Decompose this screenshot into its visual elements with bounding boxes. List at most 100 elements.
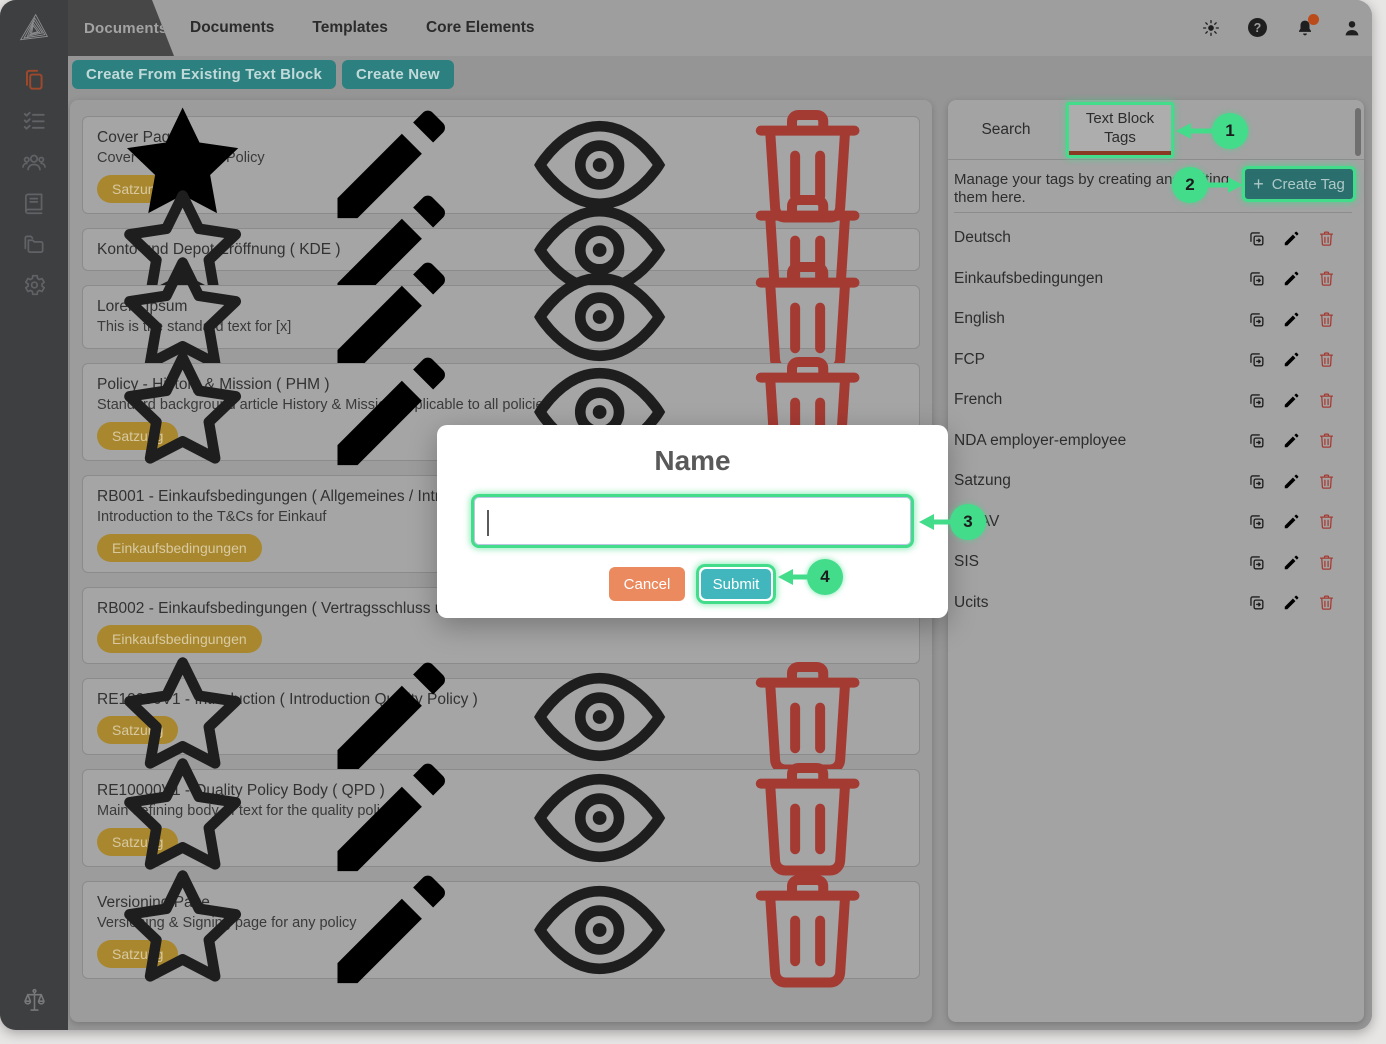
tag-row: Einkaufsbedingungen <box>954 259 1350 300</box>
duplicate-tag-icon[interactable] <box>1247 269 1266 288</box>
card-title: Versioning Page <box>97 894 210 911</box>
edit-tag-pencil-icon[interactable] <box>1282 593 1301 612</box>
create-from-existing-button[interactable]: Create From Existing Text Block <box>72 60 336 89</box>
delete-tag-trash-icon[interactable] <box>1317 431 1336 450</box>
tag-name: Einkaufsbedingungen <box>954 269 1104 287</box>
card-subtitle: Main defining body of text for the quali… <box>97 803 395 819</box>
help-icon[interactable]: ? <box>1248 18 1268 38</box>
delete-tag-trash-icon[interactable] <box>1317 350 1336 369</box>
card-subtitle: Standard background article History & Mi… <box>97 397 551 413</box>
tag-name: SICAV <box>954 513 1247 531</box>
edit-pencil-icon[interactable] <box>291 855 490 1005</box>
duplicate-tag-icon[interactable] <box>1247 229 1266 248</box>
delete-tag-trash-icon[interactable] <box>1317 229 1336 248</box>
tab-search[interactable]: Search <box>981 121 1031 138</box>
delete-tag-trash-icon[interactable] <box>1317 269 1336 288</box>
edit-tag-pencil-icon[interactable] <box>1282 310 1301 329</box>
tag-name: NDA employer-employee <box>954 431 1127 449</box>
sidebar-item-library-icon[interactable] <box>21 190 47 216</box>
delete-tag-trash-icon[interactable] <box>1317 391 1336 410</box>
create-tag-button[interactable]: + Create Tag <box>1242 166 1356 202</box>
text-block-card[interactable]: RE10000V1 - Quality Policy Body ( QPD ) … <box>82 769 920 867</box>
edit-tag-pencil-icon[interactable] <box>1282 229 1301 248</box>
theme-sun-icon[interactable] <box>1201 18 1221 38</box>
tab-text-block-tags[interactable]: Text Block Tags <box>1066 102 1174 158</box>
tag-name-input[interactable] <box>471 494 914 548</box>
duplicate-tag-icon[interactable] <box>1247 553 1266 572</box>
tag-row: Deutsch <box>954 218 1350 259</box>
delete-tag-trash-icon[interactable] <box>1317 310 1336 329</box>
duplicate-tag-icon[interactable] <box>1247 512 1266 531</box>
modal-buttons: Cancel Submit <box>437 564 948 604</box>
edit-tag-pencil-icon[interactable] <box>1282 512 1301 531</box>
edit-tag-pencil-icon[interactable] <box>1282 391 1301 410</box>
main-area: Create From Existing Text Block Create N… <box>68 56 1372 1030</box>
tag-list: Deutsch Einkaufsbedingungen English FCP … <box>954 218 1350 623</box>
duplicate-tag-icon[interactable] <box>1247 593 1266 612</box>
nav-item-core-elements[interactable]: Core Elements <box>425 19 535 36</box>
notifications-bell-icon[interactable] <box>1295 14 1319 38</box>
sidebar-item-users-icon[interactable] <box>21 149 47 175</box>
duplicate-tag-icon[interactable] <box>1247 391 1266 410</box>
text-block-card[interactable]: RE10000V1 - Introduction ( Introduction … <box>82 678 920 755</box>
annotation-step-1: 1 <box>1212 113 1248 149</box>
plus-icon: + <box>1253 173 1264 194</box>
edit-tag-pencil-icon[interactable] <box>1282 350 1301 369</box>
active-module-tab[interactable]: Documents <box>68 0 174 56</box>
tag-name: Satzung <box>954 472 1011 490</box>
submit-annotation-ring: Submit <box>696 564 776 604</box>
edit-tag-pencil-icon[interactable] <box>1282 553 1301 572</box>
text-block-card[interactable]: Lorem Ipsum This is the standard text fo… <box>82 285 920 349</box>
annotation-step-4: 4 <box>807 559 843 595</box>
favorite-star-icon[interactable] <box>83 337 282 487</box>
text-block-card[interactable]: Versioning Page Versioning & Signing pag… <box>82 881 920 979</box>
delete-tag-trash-icon[interactable] <box>1317 553 1336 572</box>
top-nav: Documents Templates Core Elements <box>190 0 534 56</box>
sidebar-item-checklist-icon[interactable] <box>21 108 47 134</box>
create-new-button[interactable]: Create New <box>341 60 454 89</box>
card-subtitle: Introduction to the T&Cs for Einkauf <box>97 509 327 525</box>
delete-tag-trash-icon[interactable] <box>1317 512 1336 531</box>
tag-name: French <box>954 391 1003 409</box>
preview-eye-icon[interactable] <box>500 855 699 1005</box>
sidebar-item-settings-gear-icon[interactable] <box>21 272 47 298</box>
delete-tag-trash-icon[interactable] <box>1317 593 1336 612</box>
tag-row: NDA employer-employee <box>954 421 1350 462</box>
app-logo-icon[interactable] <box>14 8 54 48</box>
duplicate-tag-icon[interactable] <box>1247 350 1266 369</box>
text-block-card[interactable]: Konto-und Depot Eröffnung ( KDE ) <box>82 228 920 271</box>
nav-item-documents[interactable]: Documents <box>190 19 275 36</box>
tag-row: SICAV <box>954 502 1350 543</box>
tag-name: English <box>954 310 1005 328</box>
tag-row: SIS <box>954 542 1350 583</box>
annotation-step-2: 2 <box>1172 167 1208 203</box>
tag-row: French <box>954 380 1350 421</box>
edit-tag-pencil-icon[interactable] <box>1282 269 1301 288</box>
panel-scrollbar-thumb[interactable] <box>1355 108 1361 156</box>
help-glyph: ? <box>1248 18 1267 37</box>
card-title: Cover Page <box>97 129 179 146</box>
app-window: Documents Documents Templates Core Eleme… <box>0 0 1372 1030</box>
duplicate-tag-icon[interactable] <box>1247 310 1266 329</box>
sidebar-menu <box>0 67 68 298</box>
cancel-button[interactable]: Cancel <box>609 567 685 601</box>
duplicate-tag-icon[interactable] <box>1247 472 1266 491</box>
account-person-icon[interactable] <box>1342 18 1362 38</box>
edit-tag-pencil-icon[interactable] <box>1282 472 1301 491</box>
sidebar-item-text-blocks-icon[interactable] <box>21 67 47 93</box>
create-tag-label: Create Tag <box>1271 175 1345 193</box>
submit-button[interactable]: Submit <box>701 569 771 599</box>
duplicate-tag-icon[interactable] <box>1247 431 1266 450</box>
legal-scales-icon[interactable] <box>21 987 48 1014</box>
text-block-card[interactable]: Cover Page Cover Page for any Policy Sat… <box>82 116 920 214</box>
tag-row: Ucits <box>954 583 1350 624</box>
favorite-star-icon[interactable] <box>83 855 282 1005</box>
edit-tag-pencil-icon[interactable] <box>1282 431 1301 450</box>
sidebar-item-folders-icon[interactable] <box>21 231 47 257</box>
delete-trash-icon[interactable] <box>708 855 907 1005</box>
nav-item-templates[interactable]: Templates <box>312 19 388 36</box>
tag-pill: Einkaufsbedingungen <box>97 625 262 653</box>
tag-name: FCP <box>954 350 985 368</box>
toolbar: Create From Existing Text Block Create N… <box>72 60 454 89</box>
delete-tag-trash-icon[interactable] <box>1317 472 1336 491</box>
